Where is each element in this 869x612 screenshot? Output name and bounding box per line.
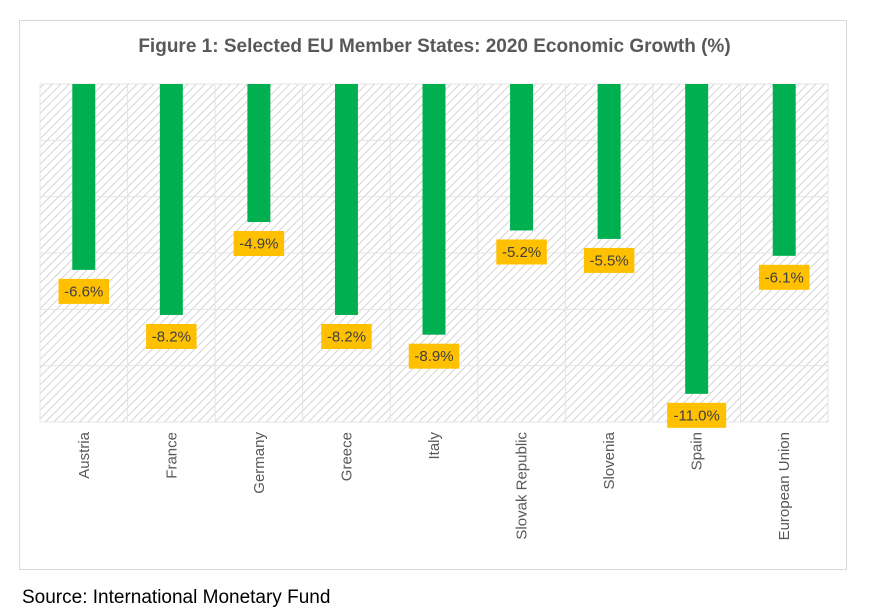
- x-tick-label: Slovenia: [601, 431, 618, 489]
- x-tick-label: Germany: [251, 432, 268, 494]
- data-label-box: [667, 402, 727, 428]
- data-label: -8.2%: [327, 328, 366, 345]
- bar: [247, 84, 271, 223]
- x-tick-label: France: [163, 432, 180, 479]
- x-tick-label: Italy: [426, 432, 443, 460]
- x-tick-label: Greece: [338, 432, 355, 481]
- bar: [685, 84, 709, 394]
- data-label-box: [58, 278, 110, 304]
- x-tick-label: Spain: [689, 432, 706, 470]
- x-tick-label: Austria: [76, 431, 93, 478]
- bar: [334, 84, 358, 315]
- data-label-box: [321, 323, 372, 349]
- data-label: -8.2%: [152, 328, 191, 345]
- data-label: -6.6%: [64, 283, 103, 300]
- data-label-box: [496, 239, 547, 265]
- x-tick-label: Slovak Republic: [514, 432, 531, 540]
- data-label-box: [408, 343, 460, 369]
- bar: [772, 84, 796, 256]
- data-label-box: [146, 323, 197, 349]
- data-label: -6.1%: [765, 269, 804, 286]
- bar: [510, 84, 534, 231]
- source-note: Source: International Monetary Fund: [22, 587, 331, 608]
- data-label: -4.9%: [239, 236, 278, 253]
- data-label-box: [233, 231, 285, 257]
- data-label-box: [758, 264, 810, 290]
- data-label: -5.5%: [590, 252, 629, 269]
- data-label: -5.2%: [502, 244, 541, 261]
- data-label-box: [583, 247, 635, 273]
- data-label: -8.9%: [414, 348, 453, 365]
- x-tick-label: European Union: [776, 432, 793, 540]
- bar: [422, 84, 446, 335]
- bar: [597, 84, 621, 239]
- data-label: -11.0%: [673, 407, 719, 424]
- bar: [72, 84, 96, 270]
- chart-title: Figure 1: Selected EU Member States: 202…: [138, 36, 731, 57]
- bar: [159, 84, 183, 315]
